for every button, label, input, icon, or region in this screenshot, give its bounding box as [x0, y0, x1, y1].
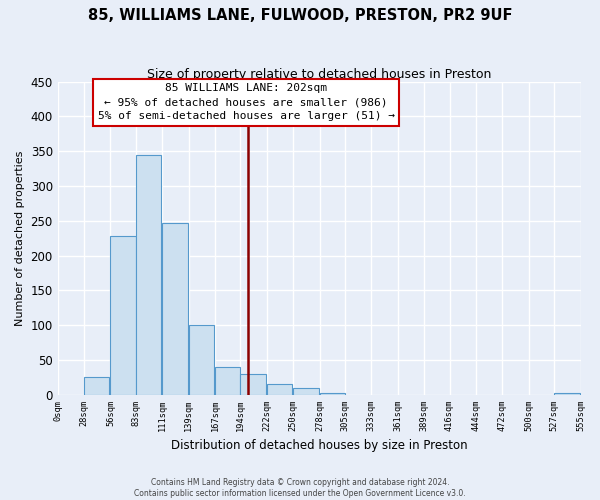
Title: Size of property relative to detached houses in Preston: Size of property relative to detached ho…	[147, 68, 491, 80]
Text: 85, WILLIAMS LANE, FULWOOD, PRESTON, PR2 9UF: 85, WILLIAMS LANE, FULWOOD, PRESTON, PR2…	[88, 8, 512, 22]
Bar	[554, 394, 580, 395]
Bar	[188, 324, 214, 395]
Bar	[136, 154, 161, 395]
X-axis label: Distribution of detached houses by size in Preston: Distribution of detached houses by size …	[171, 440, 467, 452]
Bar	[241, 374, 266, 395]
Bar	[84, 378, 109, 395]
Bar	[162, 223, 188, 395]
Y-axis label: Number of detached properties: Number of detached properties	[15, 150, 25, 326]
Bar	[110, 236, 136, 395]
Bar	[267, 384, 292, 395]
Bar	[320, 394, 345, 395]
Bar	[215, 367, 241, 395]
Text: 85 WILLIAMS LANE: 202sqm
← 95% of detached houses are smaller (986)
5% of semi-d: 85 WILLIAMS LANE: 202sqm ← 95% of detach…	[98, 83, 395, 121]
Text: Contains HM Land Registry data © Crown copyright and database right 2024.
Contai: Contains HM Land Registry data © Crown c…	[134, 478, 466, 498]
Bar	[293, 388, 319, 395]
